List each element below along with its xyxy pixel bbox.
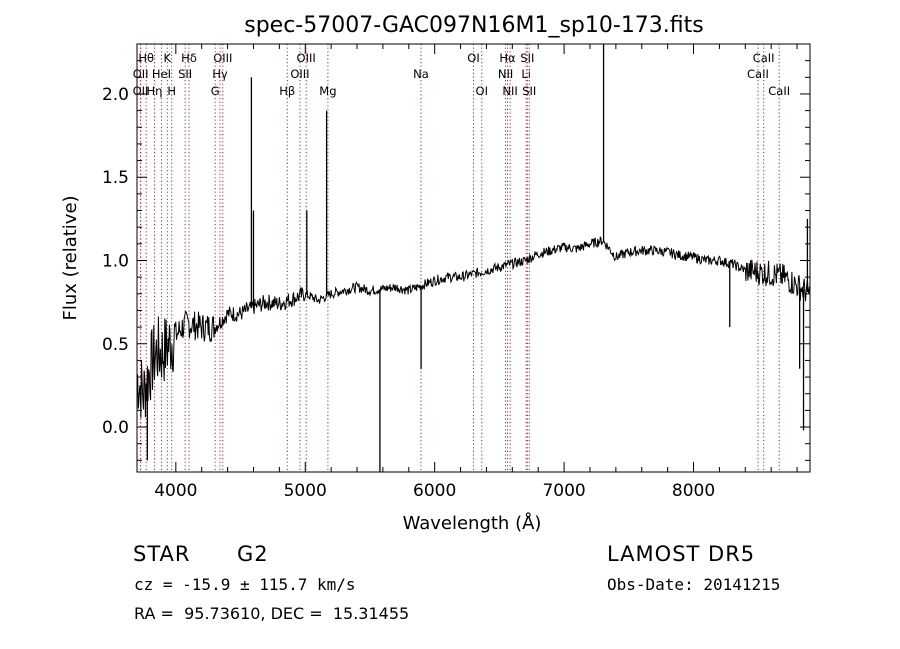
marker-label: H [167, 84, 176, 98]
redshift-velocity: cz = -15.9 ± 115.7 km/s [134, 575, 356, 594]
marker-label: K [164, 51, 172, 65]
marker-label: SII [520, 51, 534, 65]
y-axis: 0.0 0.5 1.0 1.5 2.0 [102, 60, 810, 461]
y-tick-label: 1.0 [102, 251, 129, 271]
marker-label: CaII [768, 84, 790, 98]
marker-label: OIII [290, 67, 309, 81]
marker-label: CaII [747, 67, 769, 81]
marker-label: SII [178, 67, 192, 81]
marker-label: Hη [147, 84, 163, 98]
y-tick-label: 2.0 [102, 85, 129, 105]
marker-label: CaII [753, 51, 775, 65]
marker-label: OIII [213, 51, 232, 65]
marker-label: Hβ [279, 84, 295, 98]
plot-frame [136, 43, 811, 473]
marker-label: Na [413, 67, 429, 81]
y-tick-label: 0.0 [102, 418, 129, 438]
marker-label: OI [476, 84, 488, 98]
x-tick-label: 5000 [284, 481, 327, 501]
marker-label: Hγ [212, 67, 228, 81]
x-tick-label: 8000 [672, 481, 715, 501]
x-tick-label: 7000 [542, 481, 585, 501]
marker-label: Hα [499, 51, 516, 65]
spectrum-line [136, 236, 811, 418]
marker-label: SII [522, 84, 536, 98]
object-subclass: G2 [237, 542, 269, 566]
chart-title: spec-57007-GAC097N16M1_sp10-173.fits [244, 13, 704, 38]
marker-label: NII [502, 84, 517, 98]
sky-coordinates: RA = 95.73610, DEC = 15.31455 [134, 604, 410, 623]
marker-label: Mg [319, 84, 336, 98]
marker-label: Hδ [181, 51, 197, 65]
y-axis-label: Flux (relative) [60, 195, 81, 320]
x-tick-label: 4000 [154, 481, 197, 501]
spectrum-series [136, 44, 811, 472]
marker-label: Li [521, 67, 531, 81]
survey-name: LAMOST DR5 [607, 542, 756, 566]
marker-label: OIII [297, 51, 316, 65]
marker-label: OI [467, 51, 479, 65]
object-class: STAR [133, 542, 191, 566]
y-tick-label: 1.5 [102, 168, 129, 188]
x-axis-label: Wavelength (Å) [403, 512, 542, 534]
marker-label: NII [498, 67, 513, 81]
y-tick-label: 0.5 [102, 335, 129, 355]
marker-label: Hθ [138, 51, 154, 65]
marker-label: G [211, 84, 220, 98]
x-tick-label: 6000 [413, 481, 456, 501]
observation-date: Obs-Date: 20141215 [607, 575, 781, 594]
x-axis: 4000 5000 6000 7000 8000 [154, 44, 798, 501]
marker-label: HeI [152, 67, 171, 81]
